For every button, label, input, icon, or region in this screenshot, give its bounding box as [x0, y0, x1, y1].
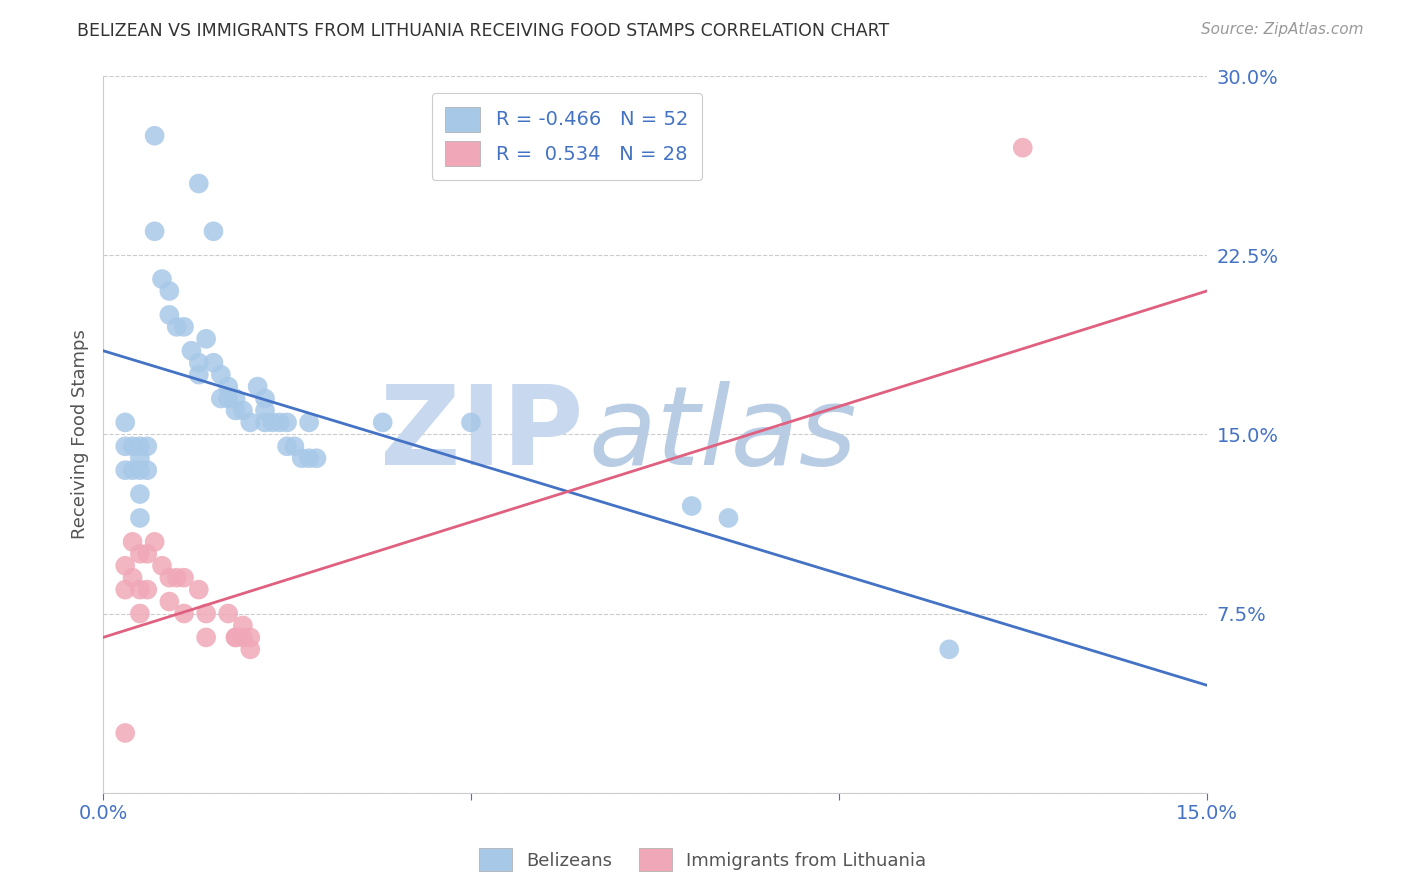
- Point: [195, 607, 218, 621]
- Point: [938, 642, 960, 657]
- Point: [225, 631, 247, 645]
- Point: [187, 368, 209, 382]
- Point: [225, 392, 247, 406]
- Point: [143, 128, 166, 143]
- Point: [129, 463, 152, 477]
- Point: [121, 463, 143, 477]
- Point: [114, 439, 136, 453]
- Point: [166, 319, 188, 334]
- Point: [129, 451, 152, 466]
- Point: [187, 582, 209, 597]
- Point: [150, 558, 173, 573]
- Point: [246, 379, 269, 393]
- Point: [283, 439, 305, 453]
- Point: [121, 439, 143, 453]
- Point: [129, 511, 152, 525]
- Point: [217, 379, 239, 393]
- Legend: R = -0.466   N = 52, R =  0.534   N = 28: R = -0.466 N = 52, R = 0.534 N = 28: [432, 93, 702, 180]
- Point: [157, 571, 180, 585]
- Point: [136, 547, 159, 561]
- Point: [298, 416, 321, 430]
- Point: [180, 343, 202, 358]
- Point: [239, 416, 262, 430]
- Point: [232, 631, 254, 645]
- Point: [269, 416, 291, 430]
- Point: [136, 582, 159, 597]
- Text: ZIP: ZIP: [380, 381, 583, 488]
- Point: [136, 463, 159, 477]
- Point: [239, 631, 262, 645]
- Point: [225, 631, 247, 645]
- Point: [253, 392, 276, 406]
- Point: [225, 403, 247, 417]
- Text: Source: ZipAtlas.com: Source: ZipAtlas.com: [1201, 22, 1364, 37]
- Point: [114, 726, 136, 740]
- Point: [150, 272, 173, 286]
- Point: [129, 439, 152, 453]
- Point: [681, 499, 703, 513]
- Point: [114, 416, 136, 430]
- Point: [371, 416, 394, 430]
- Point: [187, 356, 209, 370]
- Point: [262, 416, 284, 430]
- Point: [166, 571, 188, 585]
- Point: [291, 451, 314, 466]
- Point: [195, 631, 218, 645]
- Point: [717, 511, 740, 525]
- Point: [187, 177, 209, 191]
- Point: [305, 451, 328, 466]
- Point: [114, 558, 136, 573]
- Point: [157, 594, 180, 608]
- Point: [202, 224, 225, 238]
- Point: [202, 356, 225, 370]
- Point: [157, 308, 180, 322]
- Point: [276, 416, 298, 430]
- Point: [114, 463, 136, 477]
- Point: [209, 368, 232, 382]
- Point: [121, 571, 143, 585]
- Point: [253, 416, 276, 430]
- Point: [114, 582, 136, 597]
- Point: [232, 618, 254, 632]
- Point: [143, 224, 166, 238]
- Text: BELIZEAN VS IMMIGRANTS FROM LITHUANIA RECEIVING FOOD STAMPS CORRELATION CHART: BELIZEAN VS IMMIGRANTS FROM LITHUANIA RE…: [77, 22, 890, 40]
- Point: [460, 416, 482, 430]
- Point: [157, 284, 180, 298]
- Point: [276, 439, 298, 453]
- Point: [129, 547, 152, 561]
- Point: [253, 403, 276, 417]
- Point: [195, 332, 218, 346]
- Point: [217, 607, 239, 621]
- Point: [129, 487, 152, 501]
- Y-axis label: Receiving Food Stamps: Receiving Food Stamps: [72, 329, 89, 540]
- Point: [217, 392, 239, 406]
- Point: [136, 439, 159, 453]
- Point: [232, 403, 254, 417]
- Point: [239, 642, 262, 657]
- Point: [129, 582, 152, 597]
- Point: [173, 607, 195, 621]
- Point: [298, 451, 321, 466]
- Legend: Belizeans, Immigrants from Lithuania: Belizeans, Immigrants from Lithuania: [472, 841, 934, 879]
- Point: [143, 534, 166, 549]
- Point: [121, 534, 143, 549]
- Point: [173, 571, 195, 585]
- Point: [209, 392, 232, 406]
- Point: [129, 607, 152, 621]
- Text: atlas: atlas: [589, 381, 858, 488]
- Point: [1011, 141, 1033, 155]
- Point: [173, 319, 195, 334]
